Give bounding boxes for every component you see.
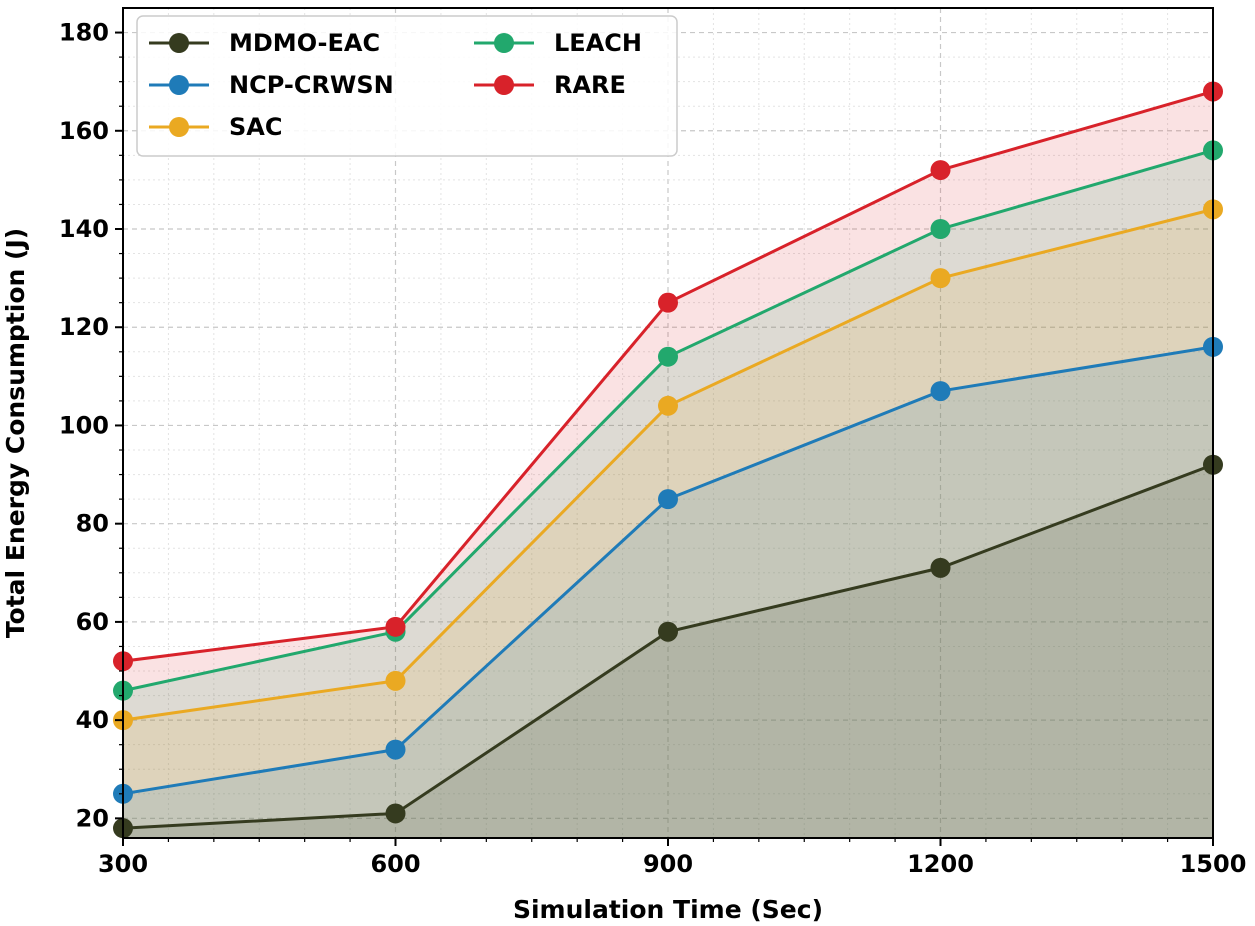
legend-marker: [169, 117, 189, 137]
data-point-mdmo-eac: [385, 803, 406, 824]
legend: MDMO-EAC NCP-CRWSN SAC LEACH RARE: [136, 15, 678, 157]
legend-box: [136, 15, 678, 157]
x-tick-label: 1500: [1180, 850, 1247, 878]
data-point-rare: [930, 160, 951, 181]
legend-marker: [169, 75, 189, 95]
axes: 300 600 900 1200 1500 20 40 60 80 100 120 140 160 180: [59, 19, 1247, 878]
legend-marker: [494, 75, 514, 95]
x-axis-label: Simulation Time (Sec): [513, 895, 823, 924]
y-tick-label: 100: [59, 411, 109, 439]
data-point-leach: [658, 346, 678, 367]
y-tick-label: 140: [59, 215, 109, 243]
data-point-ncp-crwsn: [658, 489, 678, 510]
x-tick-label: 900: [643, 850, 693, 878]
data-point-rare: [385, 616, 406, 637]
data-point-ncp-crwsn: [930, 381, 951, 402]
legend-item-mdmo-eac: MDMO-EAC: [149, 29, 380, 57]
y-tick-label: 40: [76, 706, 109, 734]
x-tick-label: 1200: [907, 850, 974, 878]
data-point-sac: [385, 670, 406, 691]
data-point-mdmo-eac: [930, 557, 951, 578]
legend-label: LEACH: [554, 29, 642, 57]
y-tick-label: 120: [59, 313, 109, 341]
data-point-mdmo-eac: [658, 621, 678, 642]
y-tick-label: 60: [76, 608, 109, 636]
legend-item-rare: RARE: [474, 71, 626, 99]
legend-label: SAC: [229, 113, 282, 141]
y-tick-label: 180: [59, 19, 109, 47]
data-point-sac: [930, 268, 951, 289]
y-tick-label: 160: [59, 117, 109, 145]
data-point-rare: [658, 292, 678, 313]
x-tick-label: 300: [98, 850, 148, 878]
area-fill-mdmo-eac: [123, 464, 1213, 838]
data-point-leach: [930, 219, 951, 240]
data-point-ncp-crwsn: [385, 739, 406, 760]
area-fill-ncp-crwsn: [123, 346, 1213, 838]
legend-item-sac: SAC: [149, 113, 282, 141]
legend-label: NCP-CRWSN: [229, 71, 394, 99]
y-axis-label: Total Energy Consumption (J): [1, 228, 30, 638]
legend-item-leach: LEACH: [474, 29, 642, 57]
data-point-sac: [658, 395, 678, 416]
legend-label: MDMO-EAC: [229, 29, 380, 57]
legend-label: RARE: [554, 71, 626, 99]
legend-marker: [494, 33, 514, 53]
legend-marker: [169, 33, 189, 53]
legend-item-ncp-crwsn: NCP-CRWSN: [149, 71, 394, 99]
y-tick-label: 80: [76, 510, 109, 538]
x-tick-label: 600: [370, 850, 420, 878]
y-tick-label: 20: [76, 804, 109, 832]
